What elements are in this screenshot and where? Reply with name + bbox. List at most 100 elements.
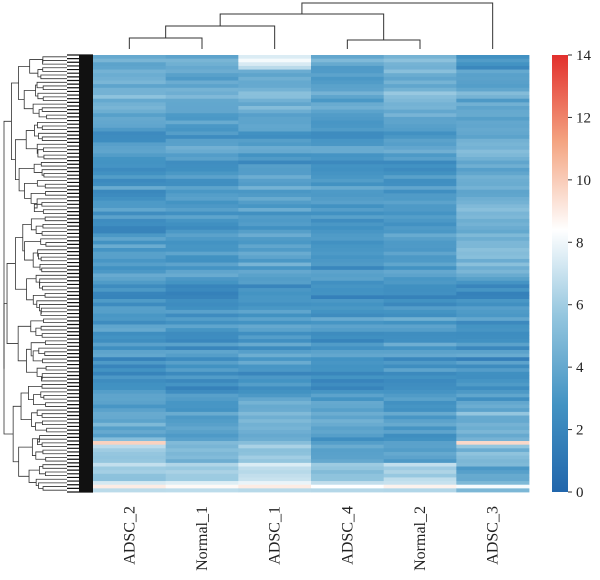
heatmap-cell	[238, 149, 312, 154]
heatmap-cell	[238, 324, 312, 329]
heatmap-cell	[238, 189, 312, 194]
row-dendrogram-branch	[41, 267, 67, 273]
heatmap-cell	[311, 291, 385, 296]
heatmap-cell	[456, 178, 530, 183]
heatmap-cell	[93, 477, 167, 482]
row-dendrogram-branch	[36, 409, 67, 416]
heatmap-cell	[383, 91, 457, 96]
heatmap-cell	[383, 200, 457, 205]
row-dendrogram-branch	[44, 183, 67, 189]
heatmap-cell	[93, 186, 167, 191]
heatmap-cell	[238, 280, 312, 285]
heatmap-cell	[383, 481, 457, 486]
heatmap-cell	[165, 69, 239, 74]
row-dendrogram-branch	[29, 59, 43, 74]
heatmap-cell	[165, 473, 239, 478]
heatmap-cell	[238, 433, 312, 438]
heatmap-cell	[311, 411, 385, 416]
heatmap-cell	[93, 142, 167, 147]
row-dendrogram-branch	[41, 384, 67, 389]
heatmap-cell	[311, 295, 385, 300]
heatmap-cell	[383, 484, 457, 489]
heatmap-cell	[383, 324, 457, 329]
heatmap-cell	[238, 255, 312, 260]
heatmap-cell	[93, 291, 167, 296]
heatmap-cell	[311, 266, 385, 271]
heatmap-cell	[456, 95, 530, 100]
heatmap-cell	[383, 477, 457, 482]
heatmap-cell	[456, 269, 530, 274]
heatmap-cell	[456, 120, 530, 125]
heatmap-cell	[93, 229, 167, 234]
colorbar-tick-label: 6	[576, 298, 584, 314]
heatmap-cell	[456, 328, 530, 333]
heatmap-cell	[456, 237, 530, 242]
heatmap-cell	[238, 73, 312, 78]
heatmap-cell	[238, 404, 312, 409]
heatmap-cell	[456, 437, 530, 442]
heatmap-cell	[311, 459, 385, 464]
row-dendrogram-branch	[36, 300, 67, 309]
heatmap-cell	[456, 175, 530, 180]
heatmap-cell	[238, 422, 312, 427]
heatmap-cell	[456, 339, 530, 344]
heatmap-cell	[383, 298, 457, 304]
heatmap-cell	[93, 273, 167, 278]
row-dendrogram-branch	[17, 325, 31, 362]
heatmap-cell	[456, 255, 530, 260]
heatmap-cell	[93, 404, 167, 409]
heatmap-cell	[456, 415, 530, 420]
row-dendrogram-branch	[41, 125, 67, 131]
heatmap-cell	[238, 222, 312, 227]
heatmap-cell	[238, 204, 312, 209]
heatmap-cell	[93, 266, 167, 271]
heatmap-cell	[456, 258, 530, 263]
row-dendrogram-branch	[35, 451, 46, 460]
heatmap-cell	[93, 204, 167, 209]
heatmap-cell	[383, 233, 457, 238]
heatmap-cell	[383, 102, 457, 107]
heatmap-cell	[383, 455, 457, 460]
heatmap-cell	[93, 335, 167, 340]
heatmap-cell	[311, 481, 385, 486]
heatmap-cell	[93, 251, 167, 256]
heatmap-cell	[456, 280, 530, 285]
heatmap-cell	[383, 135, 457, 140]
heatmap-cell	[238, 262, 312, 267]
heatmap-cell	[383, 149, 457, 154]
heatmap-cell	[238, 459, 312, 464]
row-dendrogram-branch	[41, 413, 67, 418]
heatmap-cell	[165, 277, 239, 282]
heatmap-cell	[383, 262, 457, 267]
heatmap-cell	[93, 441, 167, 446]
heatmap-cell	[93, 207, 167, 212]
heatmap-cell	[238, 178, 312, 183]
row-dendrogram-branch	[44, 216, 67, 222]
heatmap-cell	[456, 408, 530, 413]
heatmap-cell	[456, 346, 530, 351]
heatmap-cell	[456, 426, 530, 431]
heatmap-cell	[165, 408, 239, 413]
heatmap-cell	[311, 262, 385, 267]
heatmap-cell	[93, 65, 167, 70]
row-dendrogram-branch	[42, 56, 67, 63]
heatmap-cell	[93, 393, 167, 398]
heatmap-cell	[383, 349, 457, 355]
heatmap-cell	[93, 368, 167, 373]
heatmap-cell	[165, 342, 239, 347]
heatmap-cell	[93, 226, 167, 231]
colorbar: 0 2 4 6 8 10 12 14	[552, 48, 592, 501]
heatmap-cell	[383, 364, 457, 369]
heatmap-cell	[165, 65, 239, 70]
heatmap-cell	[456, 109, 530, 114]
heatmap-cell	[93, 200, 167, 205]
heatmap-cell	[165, 269, 239, 274]
heatmap-cell	[165, 353, 239, 358]
heatmap-cell	[165, 171, 239, 176]
heatmap-cell	[165, 255, 239, 260]
colorbar-tick-label: 14	[576, 48, 592, 64]
heatmap-cell	[93, 353, 167, 358]
heatmap-cell	[383, 470, 457, 475]
heatmap-cell	[311, 149, 385, 154]
heatmap-cell	[165, 87, 239, 92]
